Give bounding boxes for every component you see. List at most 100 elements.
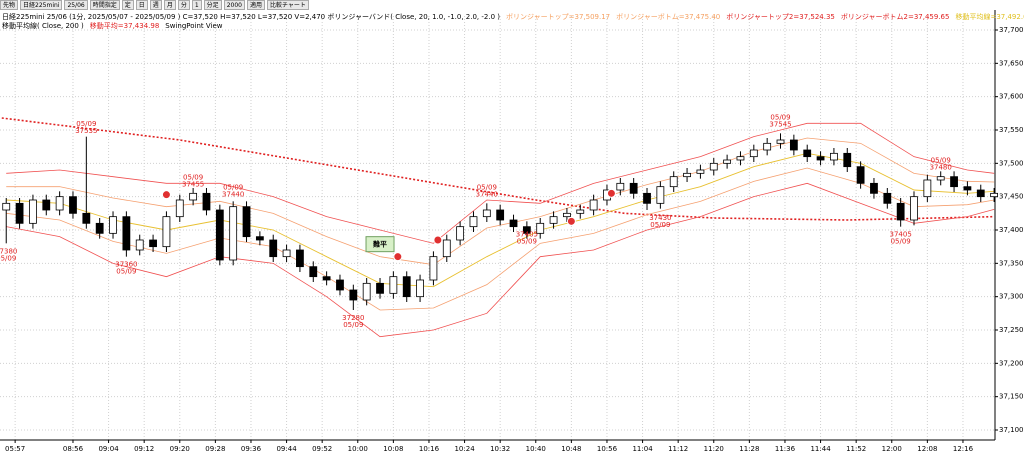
x-tick-label: 09:04 [98,445,119,453]
candle-body [456,226,465,241]
toolbar-button[interactable]: 比較チャート [266,0,309,10]
candle-body [296,249,304,268]
header-item: 移動平均線=37,492.00 [955,12,1024,21]
signal-marker [393,252,403,262]
toolbar-button[interactable]: 適用 [246,0,265,10]
x-tick-label: 09:44 [276,445,297,453]
x-tick-label: 10:16 [419,445,440,453]
x-tick-label: 10:32 [490,445,510,453]
x-tick-label: 12:16 [953,445,974,453]
candle-body [109,216,117,234]
swing-date: 05/09 [517,238,537,246]
candle-body [29,199,37,224]
x-tick-label: 12:08 [917,445,937,453]
header-item: ボリンジャーボトム=37,475.40 [616,13,720,21]
toolbar-button[interactable]: 時間指定 [89,0,120,10]
candle-body [162,216,171,248]
x-tick-label: 11:04 [632,445,653,453]
y-tick-label: 37,300 [999,293,1024,301]
swing-price: 37405 [890,231,912,239]
x-tick-label: 11:28 [739,445,759,453]
candle-body [843,152,852,168]
candle-body [349,289,358,301]
candle-body [629,182,638,194]
swing-date: 05/09 [477,183,497,191]
swing-date: 05/09 [183,173,203,181]
candle-body [389,276,398,294]
y-tick-label: 37,250 [999,326,1024,334]
y-tick-label: 37,700 [999,26,1024,34]
candle-body [42,199,51,211]
annotation-box [365,236,395,253]
toolbar-button[interactable]: 1 [191,0,202,10]
candle-body [95,222,104,234]
header-line: 日経225mini 25/06 (1分, 2025/05/07 - 2025/0… [2,12,1024,21]
candle-body [242,206,251,238]
x-tick-label: 05:57 [5,445,25,453]
indicator-line [6,152,995,288]
y-tick-label: 37,550 [999,126,1024,134]
candle-body [15,202,24,224]
x-tick-label: 10:40 [526,445,546,453]
swing-price: 37280 [342,314,364,322]
y-tick-label: 37,600 [999,93,1024,101]
swing-date: 05/09 [0,254,16,262]
toolbar-button[interactable]: 週 [149,0,162,10]
toolbar-button[interactable]: 25/06 [64,0,88,10]
y-tick-label: 37,650 [999,59,1024,67]
candle-body [255,236,264,241]
x-tick-label: 11:52 [846,445,866,453]
candle-body [830,152,838,161]
candle-body [896,202,905,221]
x-tick-label: 11:12 [668,445,688,453]
toolbar-button[interactable]: 月 [163,0,176,10]
y-tick-label: 37,200 [999,359,1024,367]
candle-body [429,256,438,281]
candle-body [990,192,999,198]
candle-body [309,266,318,278]
candle-body [482,209,491,218]
candle-body [776,139,785,144]
candle-body [910,196,918,221]
toolbar-button[interactable]: 日経225mini [20,0,63,10]
toolbar-button[interactable]: 先物 [0,0,19,10]
swing-price: 37545 [769,120,791,128]
toolbar-button[interactable]: 分 [177,0,190,10]
x-tick-label: 09:36 [241,445,262,453]
candle-body [175,199,184,218]
x-tick-label: 12:00 [882,445,902,453]
candle-body [416,279,424,298]
signal-marker [606,188,616,198]
signal-marker [161,190,171,200]
x-tick-label: 09:12 [134,445,154,453]
x-tick-label: 09:52 [312,445,332,453]
swing-price: 37535 [75,127,97,135]
candle-body [215,209,224,261]
swing-price: 37360 [115,261,137,269]
candle-body [589,199,598,211]
candle-body [69,196,77,214]
candle-body [656,186,665,204]
indicator-line [6,182,995,338]
candle-body [976,189,985,198]
y-tick-label: 37,150 [999,393,1024,401]
candle-body [669,176,678,188]
toolbar-button[interactable]: 分足 [203,0,222,10]
header-item: ボリンジャートップ=37,509.17 [506,13,610,21]
swing-date: 05/09 [223,183,243,191]
swing-date: 05/09 [116,268,136,276]
candle-body [269,239,278,258]
candle-body [936,176,945,181]
x-tick-label: 11:20 [704,445,724,453]
toolbar-button[interactable]: 2000 [223,0,245,10]
candle-body [696,169,705,174]
candle-body [723,159,732,164]
toolbar-button[interactable]: 日 [135,0,148,10]
toolbar-button[interactable]: 定 [121,0,134,10]
candle-body [55,196,64,211]
header-item: 移動平均=37,434.98 [90,21,160,30]
candle-body [763,142,772,151]
swing-price: 37430 [649,214,671,222]
candle-body [336,279,344,291]
